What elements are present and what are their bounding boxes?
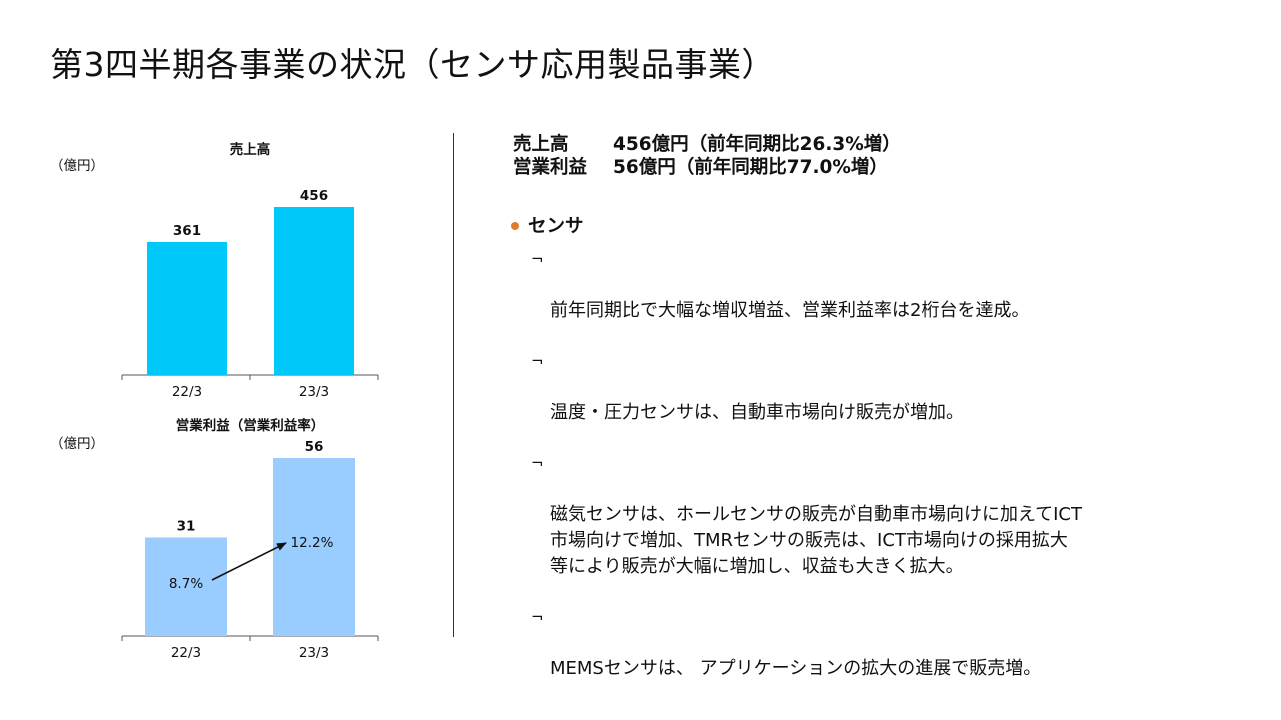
tick-label: 22/3	[172, 384, 202, 400]
sales-chart-unit: （億円）	[50, 158, 104, 174]
profit-summary-label: 営業利益	[513, 157, 588, 178]
bullet-text: 前年同期比で大幅な増収増益、営業利益率は2桁台を達成。	[550, 300, 1030, 321]
margin-label: 12.2%	[291, 535, 334, 551]
bullet-text: MEMSセンサは、 アプリケーションの拡大の進展で販売増。	[550, 658, 1042, 679]
bullet-mark-icon: ¬	[531, 352, 544, 370]
data-label: 31	[177, 518, 196, 534]
summary-block: 売上高 456億円（前年同期比26.3%増） 営業利益 56億円（前年同期比77.0…	[513, 133, 901, 179]
data-label: 56	[305, 439, 324, 455]
profit-summary-value: 56億円（前年同期比77.0%増）	[613, 157, 888, 178]
list-item: ¬ 温度・圧力センサは、自動車市場向け販売が増加。	[511, 348, 1210, 426]
sensor-heading-text: センサ	[528, 216, 584, 237]
list-item: ¬ 前年同期比で大幅な増収増益、営業利益率は2桁台を達成。	[511, 246, 1210, 324]
margin-label: 8.7%	[169, 576, 203, 592]
sensor-section: センサ ¬ 前年同期比で大幅な増収増益、営業利益率は2桁台を達成。 ¬ 温度・圧…	[511, 212, 1210, 706]
vertical-divider	[453, 133, 454, 637]
bullet-mark-icon: ¬	[531, 608, 544, 626]
sales-summary-line: 売上高 456億円（前年同期比26.3%増）	[513, 133, 901, 156]
sales-chart: 売上高 （億円） 361 22/3 456 23/3	[40, 130, 400, 415]
bullet-dot-icon	[511, 222, 519, 230]
sales-chart-plot: 361 22/3 456 23/3	[121, 188, 379, 400]
tick-label: 22/3	[171, 645, 201, 661]
list-item: ¬ MEMSセンサは、 アプリケーションの拡大の進展で販売増。	[511, 604, 1210, 682]
tick-label: 23/3	[299, 645, 329, 661]
profit-chart-plot: 31 22/3 56 23/3 8.7% 12.2%	[121, 439, 379, 661]
bullet-text: 温度・圧力センサは、自動車市場向け販売が増加。	[550, 402, 964, 423]
profit-chart-title: 営業利益（営業利益率）	[175, 418, 325, 434]
sales-chart-title: 売上高	[229, 142, 271, 158]
profit-chart-unit: （億円）	[50, 436, 104, 452]
sensor-bullet-list: ¬ 前年同期比で大幅な増収増益、営業利益率は2桁台を達成。 ¬ 温度・圧力センサ…	[511, 246, 1210, 682]
sensor-section-heading: センサ	[511, 212, 1210, 238]
bar	[145, 537, 227, 636]
bullet-mark-icon: ¬	[531, 250, 544, 268]
page-title: 第3四半期各事業の状況（センサ応用製品事業）	[50, 45, 775, 84]
data-label: 456	[300, 188, 328, 204]
data-label: 361	[173, 223, 201, 239]
profit-chart: 営業利益（営業利益率） （億円） 31 22/3 56 23/3 8.7% 12.2%	[40, 408, 400, 670]
bar	[147, 242, 227, 375]
bullet-mark-icon: ¬	[531, 454, 544, 472]
tick-label: 23/3	[299, 384, 329, 400]
bar	[274, 207, 354, 375]
bullet-text: 磁気センサは、ホールセンサの販売が自動車市場向けに加えてICT 市場向けで増加、…	[550, 504, 1082, 577]
margin-change-arrow	[211, 542, 287, 581]
list-item: ¬ 磁気センサは、ホールセンサの販売が自動車市場向けに加えてICT 市場向けで増…	[511, 450, 1210, 580]
sales-summary-label: 売上高	[513, 134, 569, 155]
profit-summary-line: 営業利益 56億円（前年同期比77.0%増）	[513, 156, 901, 179]
sales-summary-value: 456億円（前年同期比26.3%増）	[613, 134, 901, 155]
